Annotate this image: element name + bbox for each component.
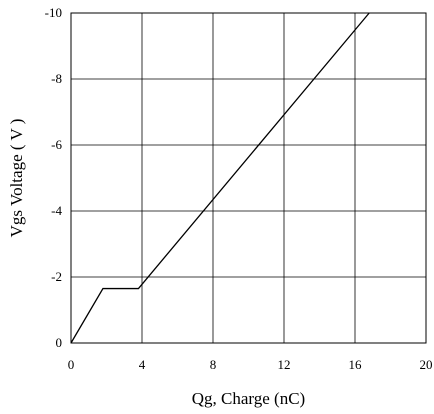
series-layer	[70, 12, 370, 344]
x-tick-label: 12	[278, 357, 291, 372]
x-tick-label: 0	[68, 357, 75, 372]
y-tick-label: -2	[51, 269, 62, 284]
x-tick-label: 4	[139, 357, 146, 372]
y-axis-label: Vgs Voltage ( V )	[7, 119, 26, 238]
x-tick-label: 8	[210, 357, 217, 372]
y-axis-ticks: 0 -2 -4 -6 -8 -10	[45, 5, 63, 350]
plot-area-frame	[70, 12, 427, 344]
y-tick-label: 0	[56, 335, 63, 350]
x-tick-label: 20	[420, 357, 433, 372]
x-tick-label: 16	[349, 357, 363, 372]
y-tick-label: -4	[51, 203, 62, 218]
x-axis-label: Qg, Charge (nC)	[192, 389, 305, 408]
grid-lines	[71, 13, 426, 343]
y-tick-label: -6	[51, 137, 62, 152]
series-line	[70, 12, 370, 344]
y-tick-label: -10	[45, 5, 62, 20]
x-axis-ticks: 0 4 8 12 16 20	[68, 357, 433, 372]
y-tick-label: -8	[51, 71, 62, 86]
